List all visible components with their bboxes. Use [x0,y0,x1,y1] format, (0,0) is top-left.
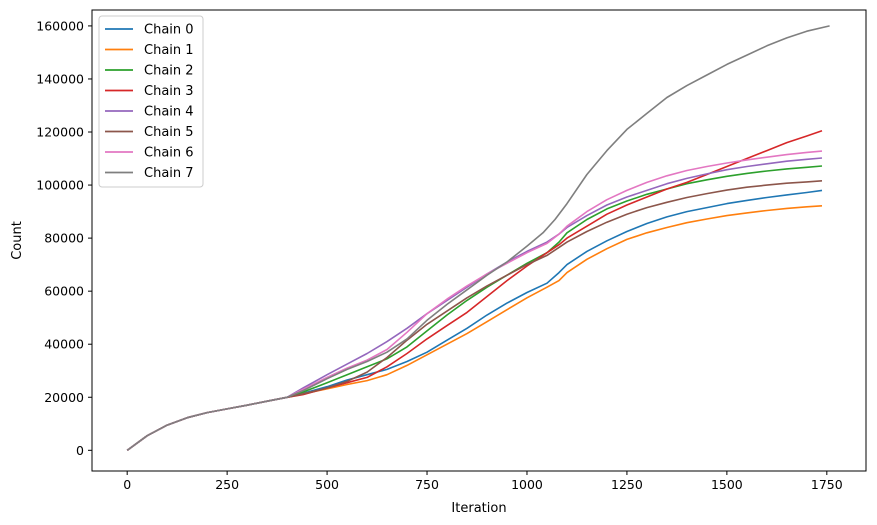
legend-label-6: Chain 6 [144,146,194,161]
x-axis-label: Iteration [451,501,506,516]
series-line-0 [126,189,823,451]
series-line-6 [126,150,823,451]
y-tick-label: 120000 [36,125,84,140]
x-tick-label: 250 [215,477,239,492]
legend-label-7: Chain 7 [144,166,194,181]
x-tick-label: 1500 [711,477,743,492]
y-axis-label: Count [10,221,25,260]
x-tick-label: 1250 [611,477,643,492]
x-tick-label: 1750 [811,477,843,492]
axis-ticks: 0 250 500 750 1000 1250 1500 1750 0 20000 40000 600… [36,18,842,492]
x-tick-label: 500 [315,477,339,492]
legend-label-5: Chain 5 [144,125,194,140]
legend: Chain 0 Chain 1 Chain 2 Chain 3 Chain 4 Chain… [98,15,204,188]
y-tick-label: 100000 [36,178,84,193]
series-line-4 [126,157,823,451]
y-tick-label: 0 [76,443,84,458]
legend-label-2: Chain 2 [144,64,194,79]
y-tick-label: 160000 [36,18,84,33]
y-tick-label: 40000 [44,337,84,352]
x-tick-label: 0 [123,477,131,492]
series-line-1 [126,205,823,451]
legend-label-1: Chain 1 [144,43,194,58]
legend-label-3: Chain 3 [144,84,194,99]
plot-lines [126,25,830,451]
y-tick-label: 60000 [44,284,84,299]
plot-frame [91,9,867,472]
legend-label-4: Chain 4 [144,105,194,120]
x-tick-label: 750 [415,477,439,492]
x-tick-label: 1000 [511,477,543,492]
series-line-7 [126,25,830,451]
y-tick-label: 80000 [44,231,84,246]
series-line-5 [126,180,823,451]
legend-label-0: Chain 0 [144,23,194,38]
y-tick-label: 140000 [36,71,84,86]
legend-box [98,15,204,188]
y-tick-label: 20000 [44,390,84,405]
